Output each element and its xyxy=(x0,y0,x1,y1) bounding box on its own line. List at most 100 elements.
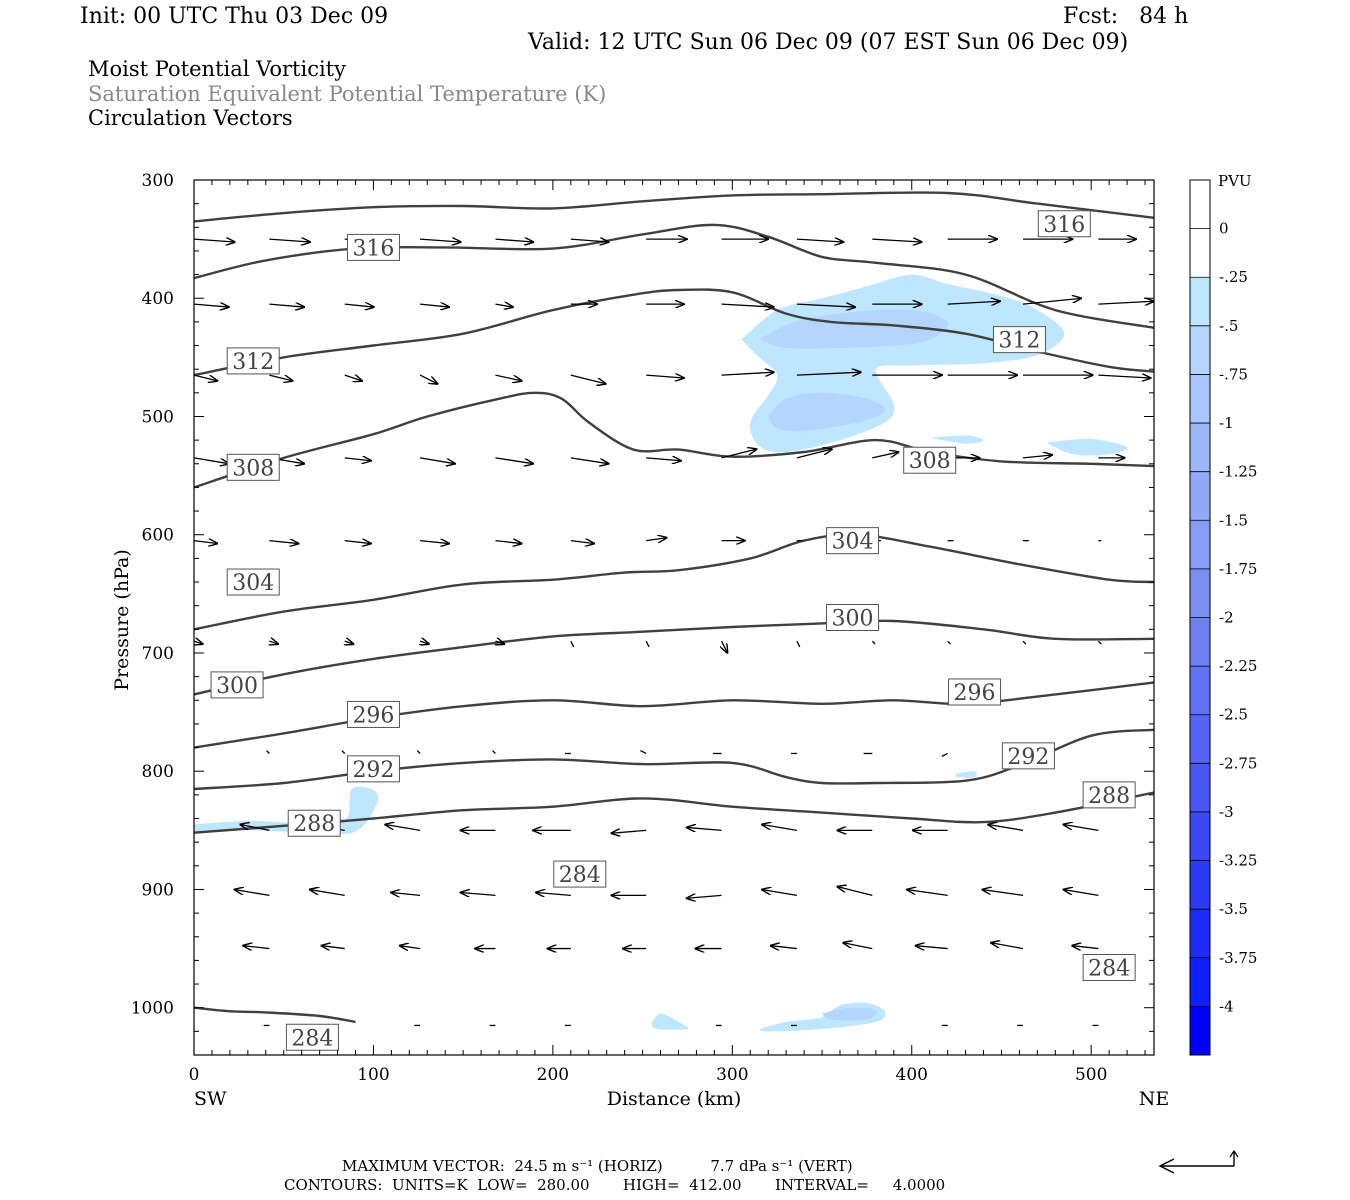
wind-vector-43 xyxy=(495,457,533,464)
contour-label-296: 296 xyxy=(948,678,1002,706)
svg-text:300: 300 xyxy=(832,607,874,632)
field-title-mpv: Moist Potential Vorticity xyxy=(88,57,346,81)
contour-label-292: 292 xyxy=(1001,742,1055,770)
colorbar-label: -1.25 xyxy=(1219,463,1257,481)
wind-vector-44 xyxy=(570,457,609,464)
svg-text:312: 312 xyxy=(232,350,274,375)
wind-vector-1 xyxy=(269,239,310,242)
wind-vector-20 xyxy=(721,304,774,307)
colorbar-label: -.25 xyxy=(1219,268,1248,286)
wind-vector-78 xyxy=(266,750,270,754)
wind-vector-71 xyxy=(645,640,650,648)
svg-text:288: 288 xyxy=(1088,784,1130,809)
wind-vector-42 xyxy=(419,457,455,464)
wind-vector-117 xyxy=(400,946,421,949)
contour-label-312: 312 xyxy=(226,347,280,375)
colorbar-swatch-14 xyxy=(1190,860,1210,910)
colorbar-swatch-5 xyxy=(1190,423,1210,472)
colorbar-label: -2.75 xyxy=(1219,754,1257,772)
colorbar-unit: PVU xyxy=(1218,172,1252,190)
wind-vector-41 xyxy=(344,458,371,461)
wind-vector-4 xyxy=(495,239,533,242)
wind-vector-57 xyxy=(570,541,594,544)
y-axis-title: Pressure (hPa) xyxy=(111,549,133,691)
wind-vector-8 xyxy=(796,239,843,242)
wind-vector-34 xyxy=(796,372,861,375)
theta-contour-304-3 xyxy=(194,391,1154,489)
colorbar-swatch-12 xyxy=(1190,763,1210,813)
contour-label-304: 304 xyxy=(826,527,880,555)
svg-text:288: 288 xyxy=(293,812,335,837)
colorbar-swatch-15 xyxy=(1190,909,1210,959)
wind-vector-104 xyxy=(391,892,421,895)
theta-contour-292-6 xyxy=(194,681,1154,749)
init-time: Init: 00 UTC Thu 03 Dec 09 xyxy=(80,4,389,29)
x-tick-label: 300 xyxy=(716,1065,748,1085)
wind-vector-81 xyxy=(492,750,496,754)
theta-contour-284-9 xyxy=(194,1006,356,1024)
colorbar-label: -1.5 xyxy=(1219,511,1248,529)
wind-vector-99 xyxy=(988,825,1024,831)
y-tick-label: 400 xyxy=(142,289,174,309)
svg-text:308: 308 xyxy=(232,456,274,481)
wind-vector-106 xyxy=(536,892,571,895)
wind-vector-48 xyxy=(872,452,898,459)
theta-contour-300-4 xyxy=(194,533,1154,631)
wind-vector-14 xyxy=(269,304,304,307)
wind-vector-5 xyxy=(570,239,609,242)
pv-region-9 xyxy=(840,317,913,336)
colorbar-label: -1.75 xyxy=(1219,560,1257,578)
contour-label-300: 300 xyxy=(210,671,264,699)
y-tick-label: 500 xyxy=(142,407,174,427)
contour-label-296: 296 xyxy=(346,700,400,728)
wind-vector-68 xyxy=(420,641,429,644)
wind-vector-13 xyxy=(194,304,229,307)
wind-vector-112 xyxy=(982,890,1024,897)
wind-vector-77 xyxy=(1097,640,1102,645)
wind-vector-55 xyxy=(420,541,449,544)
wind-vector-29 xyxy=(419,374,437,384)
wind-vector-67 xyxy=(345,641,354,644)
contour-label-308: 308 xyxy=(903,446,957,474)
svg-text:284: 284 xyxy=(291,1026,333,1051)
wind-vector-69 xyxy=(495,641,504,644)
wind-vector-58 xyxy=(646,538,666,541)
colorbar: PVU 0 -.25 -.5 -.75 -1 -1.25 -1.5 -1.75 -2 -2.25 -2… xyxy=(1189,172,1257,1056)
wind-vector-66 xyxy=(269,641,278,644)
max-vector-note: MAXIMUM VECTOR: 24.5 m s⁻¹ (HORIZ) 7.7 d… xyxy=(342,1157,853,1175)
wind-vector-125 xyxy=(991,943,1024,950)
wind-vector-114 xyxy=(194,947,195,949)
colorbar-label: -1 xyxy=(1219,414,1234,432)
wind-vector-83 xyxy=(640,749,647,755)
contour-label-288: 288 xyxy=(1082,781,1136,809)
contour-info-note: CONTOURS: UNITS=K LOW= 280.00 HIGH= 412.… xyxy=(284,1176,946,1194)
colorbar-swatch-6 xyxy=(1190,471,1210,521)
wind-vector-80 xyxy=(416,750,421,754)
colorbar-label: 0 xyxy=(1219,220,1229,238)
colorbar-label: -3.75 xyxy=(1219,949,1257,967)
wind-vector-16 xyxy=(420,304,449,307)
contour-label-312: 312 xyxy=(992,326,1046,354)
valid-time: Valid: 12 UTC Sun 06 Dec 09 (07 EST Sun … xyxy=(528,30,1129,55)
pv-region-4 xyxy=(955,771,977,778)
wind-vector-96 xyxy=(762,825,798,831)
svg-text:308: 308 xyxy=(909,449,951,474)
reference-vector-icon xyxy=(1158,1149,1239,1174)
colorbar-label: -4 xyxy=(1219,997,1234,1015)
wind-vector-54 xyxy=(344,541,371,544)
wind-vector-53 xyxy=(269,541,298,544)
pv-shading xyxy=(194,274,1128,1032)
wind-vector-47 xyxy=(796,449,832,459)
contour-label-288: 288 xyxy=(287,809,341,837)
colorbar-swatch-3 xyxy=(1190,325,1210,375)
pv-region-5 xyxy=(651,1013,689,1030)
colorbar-swatch-13 xyxy=(1190,811,1210,861)
wind-vector-122 xyxy=(771,946,797,949)
colorbar-label: -3.5 xyxy=(1219,900,1248,918)
colorbar-label: -2.25 xyxy=(1219,657,1257,675)
colorbar-swatch-8 xyxy=(1190,568,1210,618)
wind-vector-123 xyxy=(843,943,873,950)
svg-text:316: 316 xyxy=(1043,213,1085,238)
contour-label-304: 304 xyxy=(226,568,280,596)
